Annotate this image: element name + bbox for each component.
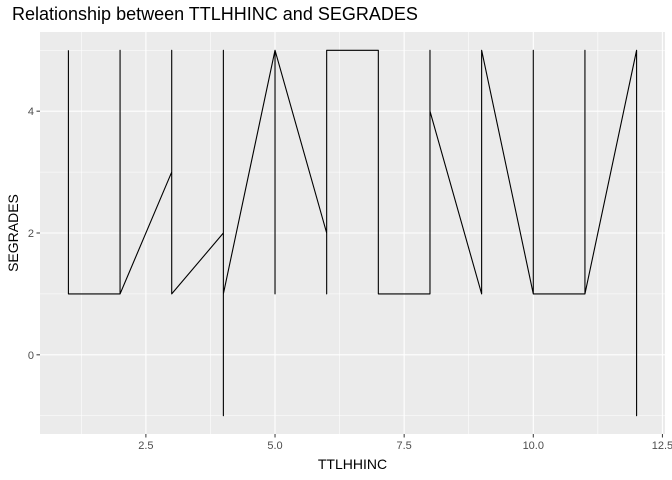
data-line: [67, 49, 638, 417]
y-axis-ticks: 0 2 4: [28, 106, 40, 362]
x-tick-label: 2.5: [138, 440, 153, 452]
x-axis-title: TTLHHINC: [318, 456, 387, 472]
y-tick-label: 4: [28, 106, 34, 118]
x-tick-label: 5.0: [267, 440, 282, 452]
y-axis-title: SEGRADES: [5, 194, 21, 272]
x-tick-label: 7.5: [397, 440, 412, 452]
x-tick-label: 10.0: [523, 440, 544, 452]
x-axis-ticks: 2.5 5.0 7.5 10.0 12.5: [138, 434, 672, 452]
y-tick-label: 2: [28, 228, 34, 240]
chart-title: Relationship between TTLHHINC and SEGRAD…: [12, 4, 418, 24]
y-tick-label: 0: [28, 350, 34, 362]
x-tick-label: 12.5: [652, 440, 672, 452]
